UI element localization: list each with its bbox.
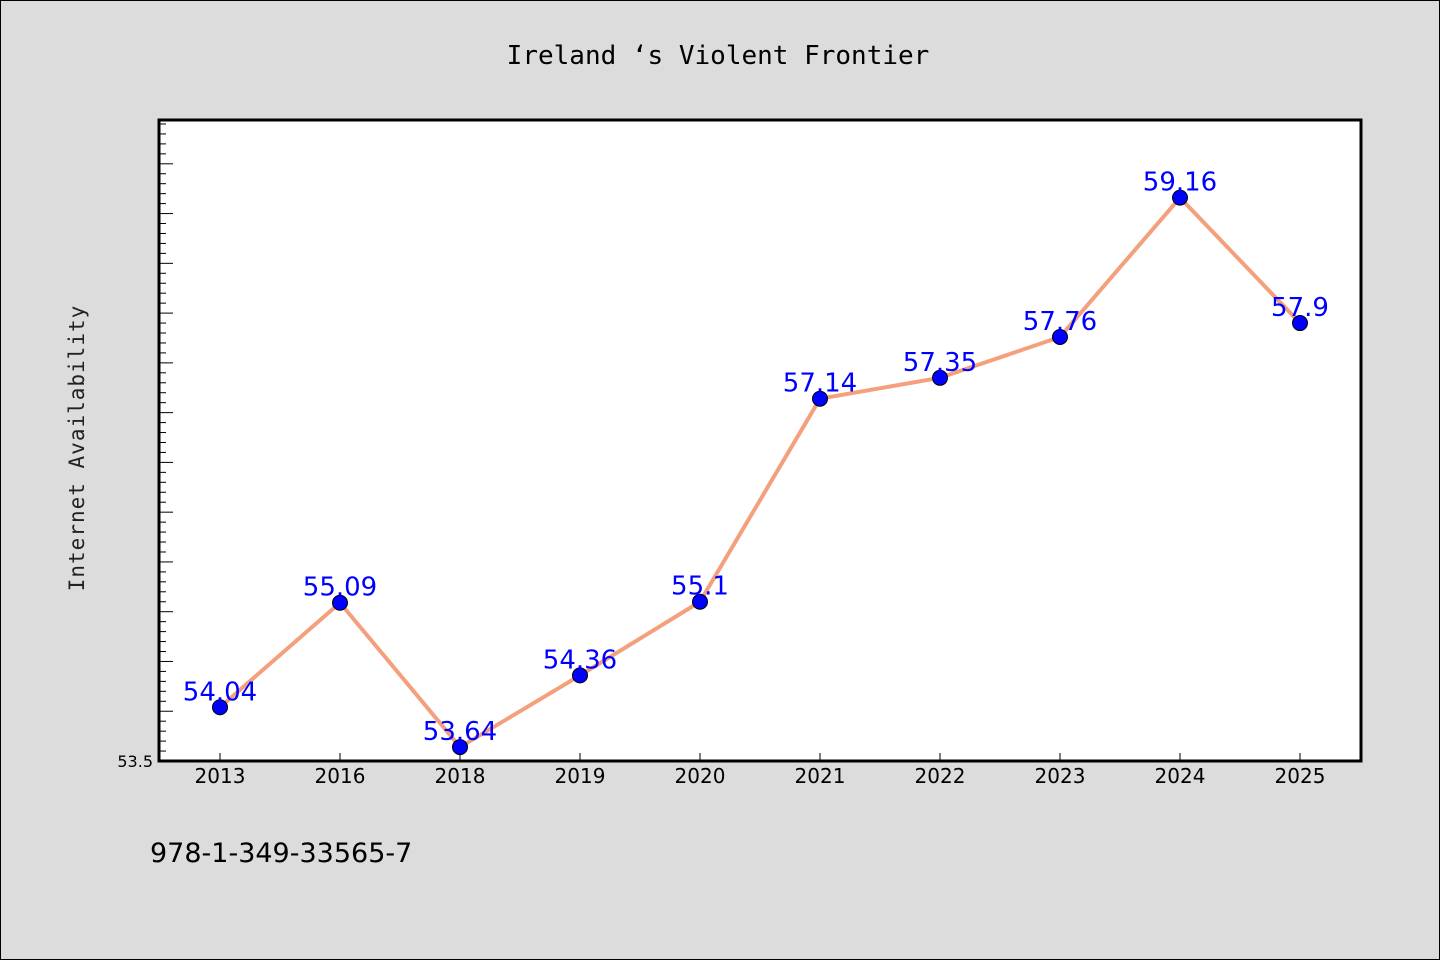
x-tick-label: 2020 [675, 764, 726, 788]
plot-area [159, 120, 1361, 761]
data-point [1292, 315, 1308, 332]
data-labels: 54.04 55.09 53.64 54.36 55.1 57.14 57.35 57.76 5… [183, 168, 1329, 747]
footnote-isbn: 978-1-349-33565-7 [150, 838, 412, 869]
data-markers [212, 189, 1308, 756]
data-point [452, 739, 468, 756]
series-line-group [218, 195, 1302, 750]
data-point [1172, 189, 1188, 206]
plot-border [157, 118, 1363, 763]
y-tick-label: 53.5 [117, 752, 153, 771]
x-tick-label: 2018 [435, 764, 486, 788]
data-label: 57.35 [903, 348, 977, 378]
data-label: 53.64 [423, 717, 497, 747]
data-label: 59.16 [1143, 168, 1217, 198]
data-point [212, 699, 228, 716]
x-tick-label: 2024 [1155, 764, 1206, 788]
data-label: 57.14 [783, 369, 857, 399]
data-point [932, 369, 948, 386]
chart-title: Ireland ‘s Violent Frontier [507, 41, 930, 71]
y-axis-label: Internet Availability [65, 305, 89, 592]
data-point [332, 594, 348, 611]
data-label: 55.09 [303, 573, 377, 603]
x-tick-label: 2022 [915, 764, 966, 788]
x-tick-label: 2016 [315, 764, 366, 788]
data-label: 54.04 [183, 677, 257, 707]
x-tick-label: 2013 [195, 764, 246, 788]
data-point [812, 390, 828, 407]
data-point [692, 593, 708, 610]
x-tick-label: 2021 [795, 764, 846, 788]
x-tick-label: 2019 [555, 764, 606, 788]
x-tick-label: 2023 [1035, 764, 1086, 788]
x-tick-label: 2025 [1275, 764, 1326, 788]
x-axis-tick-labels: 2013 2016 2018 2019 2020 2021 2022 2023 2024 2025 [195, 764, 1326, 788]
series-line [218, 195, 1302, 750]
data-label: 54.36 [543, 645, 617, 675]
data-label: 57.76 [1023, 307, 1097, 337]
data-label: 55.1 [671, 572, 729, 602]
data-label: 57.9 [1271, 293, 1329, 323]
data-point [1052, 328, 1068, 345]
y-axis-tick-labels: 53.5 [117, 752, 153, 771]
data-point [572, 667, 588, 684]
